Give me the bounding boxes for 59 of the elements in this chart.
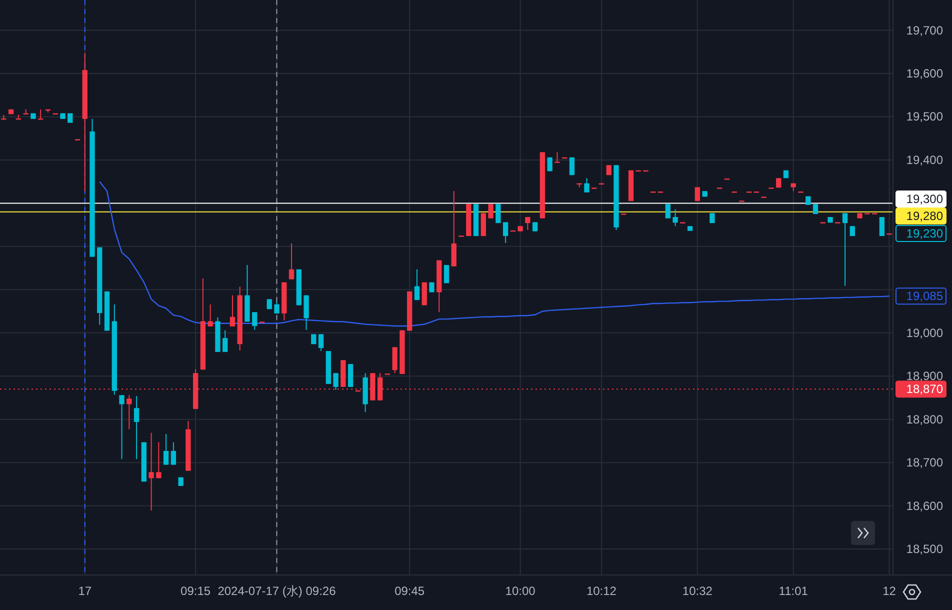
line-series <box>99 180 890 327</box>
candlestick <box>525 216 530 230</box>
x-tick-label: 17 <box>78 584 92 598</box>
candlestick <box>208 304 213 327</box>
candlestick <box>252 312 258 330</box>
ref-line-label: 19,300 <box>906 192 944 206</box>
y-tick-label: 18,800 <box>906 412 944 426</box>
candlestick <box>222 330 228 352</box>
candlestick <box>842 212 848 286</box>
x-tick-label: 11:01 <box>778 584 808 598</box>
x-tick-label: 09:15 <box>180 584 211 598</box>
candlestick <box>694 186 700 202</box>
candlestick <box>392 346 398 374</box>
y-tick-label: 19,500 <box>906 110 944 124</box>
x-tick-label: 10:00 <box>505 584 536 598</box>
candlestick <box>879 216 885 237</box>
candlestick <box>451 190 456 267</box>
candlestick <box>584 178 590 193</box>
y-tick-label: 19,000 <box>906 326 944 340</box>
x-tick-label: 2024-07-17 (水) 09:26 <box>218 584 336 598</box>
y-tick-label: 19,600 <box>906 66 944 80</box>
candlestick <box>163 434 169 466</box>
candlestick <box>554 152 560 163</box>
x-tick-label: 10:12 <box>586 584 617 598</box>
candlestick <box>480 212 486 237</box>
candlestick <box>288 242 294 280</box>
candlestick <box>414 268 420 301</box>
candlestick <box>502 222 508 244</box>
candlestick <box>274 301 280 314</box>
y-tick-label: 18,900 <box>906 369 944 384</box>
candlestick <box>444 264 450 284</box>
candlestick <box>156 442 162 479</box>
data-label: 19,085 <box>906 289 944 304</box>
candlestick <box>333 372 338 390</box>
x-tick-label: 10:32 <box>682 584 713 598</box>
candlestick <box>496 204 501 224</box>
candlestick <box>148 432 154 512</box>
candlestick <box>348 364 354 388</box>
y-tick-label: 19,700 <box>906 23 944 38</box>
candlestick <box>230 294 236 327</box>
candlestick <box>134 396 140 460</box>
y-tick-label: 18,500 <box>906 542 944 556</box>
candlestick <box>672 208 678 227</box>
y-tick-label: 19,400 <box>906 152 944 167</box>
candlestick <box>532 222 538 232</box>
ref-line-label: 19,280 <box>906 209 944 224</box>
candlestick <box>488 204 494 219</box>
y-tick-label: 18,600 <box>906 498 944 513</box>
x-tick-label: 09:45 <box>394 584 425 598</box>
candlestick <box>304 294 309 330</box>
y-tick-label: 18,700 <box>906 456 944 470</box>
x-tick-label: 12 <box>882 584 896 598</box>
ref-line-label: 18,870 <box>906 382 944 396</box>
candlestick <box>170 442 176 466</box>
candlestick <box>665 204 670 219</box>
candlestick <box>318 334 324 352</box>
candlestick <box>119 394 124 460</box>
candlestick <box>126 394 132 430</box>
text: 19,230 <box>906 226 943 240</box>
